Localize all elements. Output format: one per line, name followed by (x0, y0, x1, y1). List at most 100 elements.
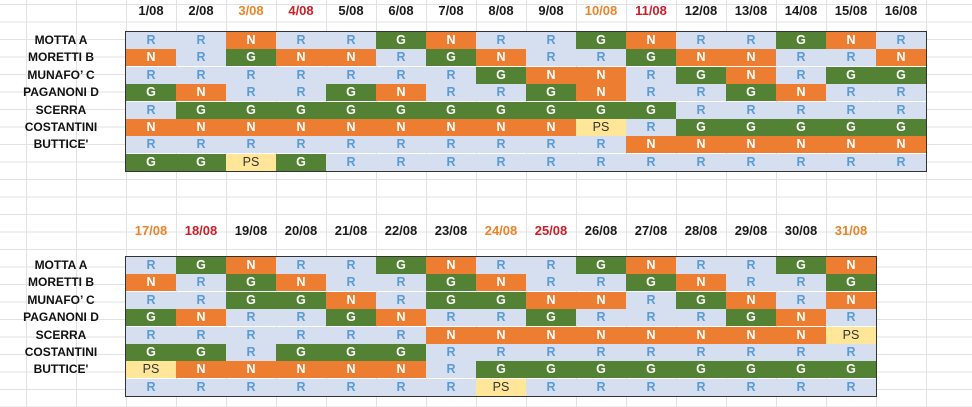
shift-cell[interactable]: N (526, 291, 576, 309)
shift-cell[interactable]: R (626, 378, 676, 396)
shift-cell[interactable]: N (576, 84, 626, 102)
shift-cell[interactable]: N (226, 257, 276, 274)
shift-cell[interactable]: G (276, 101, 326, 119)
shift-cell[interactable]: N (476, 119, 526, 136)
shift-cell[interactable]: G (626, 49, 676, 67)
shift-cell[interactable]: R (626, 153, 676, 171)
shift-cell[interactable]: G (276, 344, 326, 361)
shift-cell[interactable]: N (176, 361, 226, 379)
shift-cell[interactable]: N (426, 119, 476, 136)
shift-cell[interactable]: R (876, 32, 926, 49)
shift-cell[interactable]: R (476, 136, 526, 154)
shift-cell[interactable]: G (226, 49, 276, 67)
shift-cell[interactable]: G (126, 344, 176, 361)
shift-cell[interactable]: N (226, 119, 276, 136)
shift-cell[interactable]: G (626, 274, 676, 292)
shift-cell[interactable]: R (226, 378, 276, 396)
shift-cell[interactable]: N (326, 361, 376, 379)
shift-cell[interactable]: R (726, 101, 776, 119)
shift-cell[interactable]: R (626, 84, 676, 102)
shift-cell[interactable]: G (676, 291, 726, 309)
shift-cell[interactable]: R (726, 153, 776, 171)
shift-cell[interactable]: R (426, 84, 476, 102)
shift-cell[interactable]: G (476, 361, 526, 379)
shift-cell[interactable]: G (176, 101, 226, 119)
shift-cell[interactable]: R (176, 49, 226, 67)
shift-cell[interactable]: N (726, 326, 776, 344)
shift-cell[interactable]: G (426, 49, 476, 67)
shift-cell[interactable]: N (776, 136, 826, 154)
shift-cell[interactable]: R (726, 344, 776, 361)
shift-cell[interactable]: R (776, 274, 826, 292)
shift-cell[interactable]: R (826, 153, 876, 171)
shift-cell[interactable]: R (126, 32, 176, 49)
shift-cell[interactable]: N (626, 257, 676, 274)
shift-cell[interactable]: R (126, 326, 176, 344)
shift-cell[interactable]: R (426, 66, 476, 84)
shift-cell[interactable]: G (576, 32, 626, 49)
shift-cell[interactable]: R (776, 49, 826, 67)
shift-cell[interactable]: G (276, 291, 326, 309)
shift-cell[interactable]: R (676, 32, 726, 49)
shift-cell[interactable]: R (876, 153, 926, 171)
shift-cell[interactable]: R (776, 101, 826, 119)
shift-cell[interactable]: G (526, 361, 576, 379)
shift-cell[interactable]: R (576, 309, 626, 327)
shift-cell[interactable]: G (326, 344, 376, 361)
shift-cell[interactable]: R (276, 32, 326, 49)
shift-cell[interactable]: N (476, 326, 526, 344)
shift-cell[interactable]: R (176, 291, 226, 309)
shift-cell[interactable]: G (326, 101, 376, 119)
shift-cell[interactable]: G (426, 101, 476, 119)
shift-cell[interactable]: R (126, 136, 176, 154)
shift-cell[interactable]: G (226, 291, 276, 309)
shift-cell[interactable]: R (226, 326, 276, 344)
shift-cell[interactable]: R (576, 136, 626, 154)
shift-cell[interactable]: R (676, 309, 726, 327)
shift-cell[interactable]: N (126, 274, 176, 292)
shift-cell[interactable]: R (776, 66, 826, 84)
shift-cell[interactable]: N (576, 326, 626, 344)
shift-cell[interactable]: G (626, 101, 676, 119)
shift-cell[interactable]: R (876, 101, 926, 119)
shift-cell[interactable]: N (576, 291, 626, 309)
shift-cell[interactable]: R (376, 153, 426, 171)
shift-cell[interactable]: R (476, 32, 526, 49)
shift-cell[interactable]: G (626, 361, 676, 379)
shift-cell[interactable]: R (276, 326, 326, 344)
shift-cell[interactable]: R (276, 378, 326, 396)
shift-cell[interactable]: R (526, 32, 576, 49)
shift-cell[interactable]: N (176, 309, 226, 327)
shift-cell[interactable]: R (226, 66, 276, 84)
shift-cell[interactable]: N (326, 49, 376, 67)
shift-cell[interactable]: R (526, 257, 576, 274)
shift-cell[interactable]: N (526, 119, 576, 136)
shift-cell[interactable]: R (876, 84, 926, 102)
shift-cell[interactable]: R (476, 153, 526, 171)
shift-cell[interactable]: N (526, 326, 576, 344)
shift-cell[interactable]: R (376, 378, 426, 396)
shift-cell[interactable]: N (276, 361, 326, 379)
shift-cell[interactable]: G (676, 119, 726, 136)
shift-cell[interactable]: N (126, 119, 176, 136)
shift-cell[interactable]: N (776, 326, 826, 344)
shift-cell[interactable]: N (726, 66, 776, 84)
shift-cell[interactable]: R (126, 291, 176, 309)
shift-cell[interactable]: G (376, 32, 426, 49)
shift-cell[interactable]: R (726, 378, 776, 396)
shift-cell[interactable]: R (326, 66, 376, 84)
shift-cell[interactable]: R (476, 344, 526, 361)
shift-cell[interactable]: R (826, 344, 876, 361)
shift-cell[interactable]: G (876, 119, 926, 136)
shift-cell[interactable]: G (176, 153, 226, 171)
shift-cell[interactable]: R (576, 274, 626, 292)
shift-cell[interactable]: N (676, 274, 726, 292)
shift-cell[interactable]: G (776, 119, 826, 136)
shift-cell[interactable]: R (676, 153, 726, 171)
shift-cell[interactable]: R (826, 378, 876, 396)
shift-cell[interactable]: N (726, 49, 776, 67)
shift-cell[interactable]: R (176, 326, 226, 344)
shift-cell[interactable]: G (526, 309, 576, 327)
shift-cell[interactable]: R (426, 378, 476, 396)
shift-cell[interactable]: R (176, 66, 226, 84)
